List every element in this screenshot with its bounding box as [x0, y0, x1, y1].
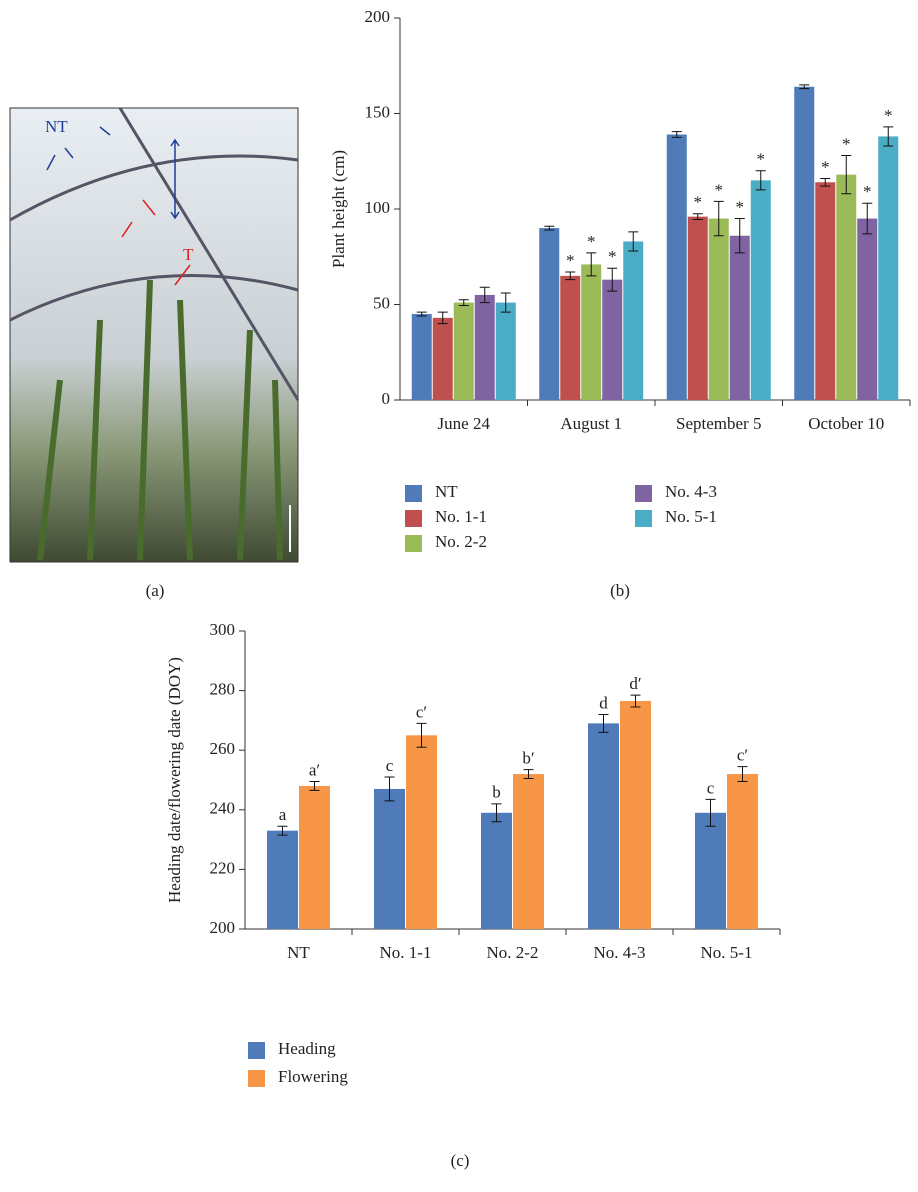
legend-swatch — [405, 535, 422, 552]
bar — [727, 774, 758, 929]
bar — [496, 303, 516, 400]
bar — [374, 789, 405, 929]
bar — [602, 280, 622, 400]
bar — [513, 774, 544, 929]
legend-label: No. 5-1 — [665, 507, 717, 526]
y-tick-label: 200 — [365, 7, 391, 26]
photo-label: T — [183, 245, 194, 264]
bar — [560, 276, 580, 400]
legend-swatch — [248, 1042, 265, 1059]
y-tick-label: 220 — [210, 858, 236, 877]
value-label: * — [715, 180, 724, 199]
value-label: * — [608, 247, 617, 266]
value-label: * — [587, 232, 596, 251]
bar — [667, 135, 687, 400]
value-label: * — [694, 193, 703, 212]
value-label: * — [736, 197, 745, 216]
value-label: c — [707, 778, 715, 797]
y-tick-label: 240 — [210, 799, 236, 818]
legend-swatch — [248, 1070, 265, 1087]
caption: (c) — [451, 1151, 470, 1170]
legend-label: NT — [435, 482, 458, 501]
bar — [299, 786, 330, 929]
bar — [857, 219, 877, 400]
value-label: * — [863, 182, 872, 201]
y-tick-label: 200 — [210, 918, 236, 937]
bar — [454, 303, 474, 400]
photo-label: NT — [45, 117, 68, 136]
bar — [695, 813, 726, 929]
bar — [623, 241, 643, 400]
x-tick-label: June 24 — [438, 414, 491, 433]
value-label: * — [821, 157, 830, 176]
legend-swatch — [405, 485, 422, 502]
x-tick-label: October 10 — [808, 414, 884, 433]
x-tick-label: No. 1-1 — [380, 943, 432, 962]
value-label: * — [757, 150, 766, 169]
bar — [588, 723, 619, 929]
bar — [794, 87, 814, 400]
bar — [878, 136, 898, 400]
legend-label: No. 1-1 — [435, 507, 487, 526]
bar — [412, 314, 432, 400]
y-tick-label: 100 — [365, 198, 391, 217]
bar — [709, 219, 729, 400]
figure: NT T (a) 0 50 100 150 200 June 24 August 1 Sept… — [0, 0, 918, 1187]
bar — [815, 182, 835, 400]
x-tick-label: No. 2-2 — [487, 943, 539, 962]
value-label: b′ — [522, 748, 534, 767]
bar — [433, 318, 453, 400]
value-label: a — [279, 805, 287, 824]
x-tick-label: August 1 — [560, 414, 622, 433]
caption: (b) — [610, 581, 630, 600]
legend-swatch — [635, 485, 652, 502]
bar — [581, 264, 601, 400]
value-label: c′ — [737, 745, 748, 764]
legend-swatch — [635, 510, 652, 527]
bar — [620, 701, 651, 929]
y-axis-label: Plant height (cm) — [329, 150, 348, 268]
bar — [406, 735, 437, 929]
value-label: a′ — [309, 760, 320, 779]
x-tick-label: No. 5-1 — [701, 943, 753, 962]
value-label: c — [386, 756, 394, 775]
bar — [688, 217, 708, 400]
bar — [481, 813, 512, 929]
value-label: * — [884, 106, 893, 125]
y-tick-label: 0 — [382, 389, 391, 408]
bar — [475, 295, 495, 400]
bar — [539, 228, 559, 400]
y-tick-label: 300 — [210, 620, 236, 639]
y-tick-label: 280 — [210, 680, 236, 699]
bar — [267, 831, 298, 929]
photo-frame — [10, 108, 298, 562]
y-axis-label: Heading date/flowering date (DOY) — [165, 657, 184, 903]
value-label: c′ — [416, 702, 427, 721]
bar — [836, 175, 856, 400]
bar — [730, 236, 750, 400]
bar — [751, 180, 771, 400]
photo: NT T — [10, 108, 298, 562]
x-tick-label: No. 4-3 — [594, 943, 646, 962]
y-tick-label: 50 — [373, 293, 390, 312]
x-tick-label: NT — [287, 943, 310, 962]
caption: (a) — [146, 581, 165, 600]
value-label: b — [492, 783, 501, 802]
value-label: d′ — [629, 674, 641, 693]
value-label: * — [566, 251, 575, 270]
legend-label: No. 2-2 — [435, 532, 487, 551]
value-label: * — [842, 134, 851, 153]
value-label: d — [599, 693, 608, 712]
x-tick-label: September 5 — [676, 414, 761, 433]
legend-label: Flowering — [278, 1067, 348, 1086]
legend-label: No. 4-3 — [665, 482, 717, 501]
legend-label: Heading — [278, 1039, 336, 1058]
y-tick-label: 260 — [210, 739, 236, 758]
legend-swatch — [405, 510, 422, 527]
y-tick-label: 150 — [365, 102, 391, 121]
